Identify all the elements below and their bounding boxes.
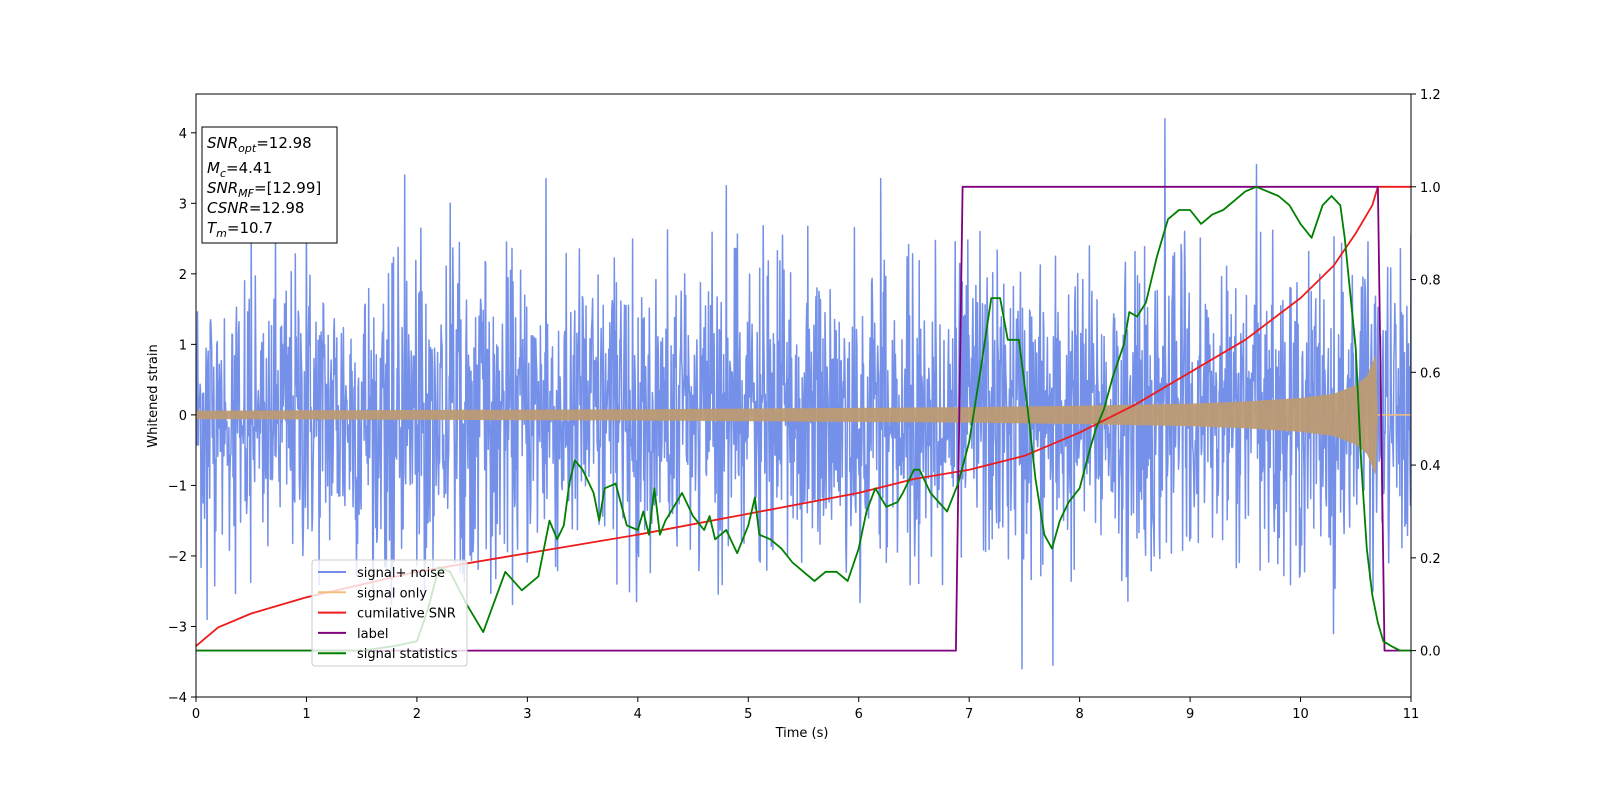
series-signal-noise <box>196 117 1411 670</box>
y2-tick-label: 0.6 <box>1420 366 1441 381</box>
x-tick-label: 6 <box>855 707 863 722</box>
series-signal-statistics <box>196 185 1411 652</box>
x-tick-label: 9 <box>1186 707 1194 722</box>
legend-label: signal+ noise <box>357 566 445 581</box>
signal-noise-line <box>196 117 1411 670</box>
y2-axis-ticks: 0.0 0.2 0.4 0.6 0.8 1.0 1.2 <box>1411 88 1441 660</box>
label-line <box>196 185 1411 652</box>
legend-label: label <box>357 627 388 642</box>
x-tick-label: 8 <box>1075 707 1083 722</box>
signal-only-envelope <box>196 354 1411 475</box>
y2-tick-label: 1.0 <box>1420 181 1441 196</box>
y-tick-label: −2 <box>168 550 187 565</box>
y-axis-label: Whitened strain <box>146 344 161 447</box>
y-tick-label: −3 <box>168 620 187 635</box>
x-tick-label: 7 <box>965 707 973 722</box>
y2-tick-label: 0.0 <box>1420 645 1441 660</box>
x-tick-label: 5 <box>744 707 752 722</box>
annotation-line: SNRMF=[12.99] <box>207 179 321 200</box>
y-tick-label: 1 <box>179 338 187 353</box>
x-tick-label: 1 <box>302 707 310 722</box>
legend-label: signal only <box>357 586 427 601</box>
annotation-line: SNRopt=12.98 <box>207 134 312 155</box>
x-tick-label: 0 <box>192 707 200 722</box>
y-tick-label: −4 <box>168 691 187 706</box>
signal-statistics-line <box>196 185 1411 652</box>
x-tick-label: 2 <box>413 707 421 722</box>
x-tick-label: 4 <box>634 707 642 722</box>
y-tick-label: 0 <box>179 409 187 424</box>
annotation-line: Tm=10.7 <box>207 219 273 240</box>
annotation-box: SNRopt=12.98 Mc=4.41SNRMF=[12.99]CSNR=12.… <box>201 126 338 244</box>
annotation-line: CSNR=12.98 <box>207 199 304 217</box>
legend-label: cumilative SNR <box>357 607 456 622</box>
y-tick-label: −1 <box>168 479 187 494</box>
x-tick-label: 3 <box>523 707 531 722</box>
x-tick-label: 10 <box>1292 707 1309 722</box>
y-tick-label: 3 <box>179 197 187 212</box>
legend: signal+ noise signal only cumilative SNR la… <box>311 559 468 667</box>
legend-label: signal statistics <box>357 647 458 662</box>
y2-tick-label: 0.4 <box>1420 459 1441 474</box>
annotation-line: Mc=4.41 <box>207 159 272 180</box>
series-signal-only <box>196 354 1411 475</box>
y-axis-ticks: −4 −3 −2 −1 0 1 2 3 4 <box>168 127 196 706</box>
y2-tick-label: 0.8 <box>1420 274 1441 289</box>
x-axis-label: Time (s) <box>775 726 829 741</box>
legend-frame <box>311 559 468 667</box>
annotation-frame <box>201 126 338 244</box>
y-tick-label: 2 <box>179 268 187 283</box>
y2-tick-label: 1.2 <box>1420 88 1441 103</box>
y-tick-label: 4 <box>179 127 187 142</box>
y2-tick-label: 0.2 <box>1420 552 1441 567</box>
x-axis-ticks: 0 1 2 3 4 5 6 7 8 9 10 11 <box>192 697 1419 722</box>
plot-frame <box>195 93 1412 698</box>
x-tick-label: 11 <box>1403 707 1420 722</box>
series-label <box>196 185 1411 652</box>
